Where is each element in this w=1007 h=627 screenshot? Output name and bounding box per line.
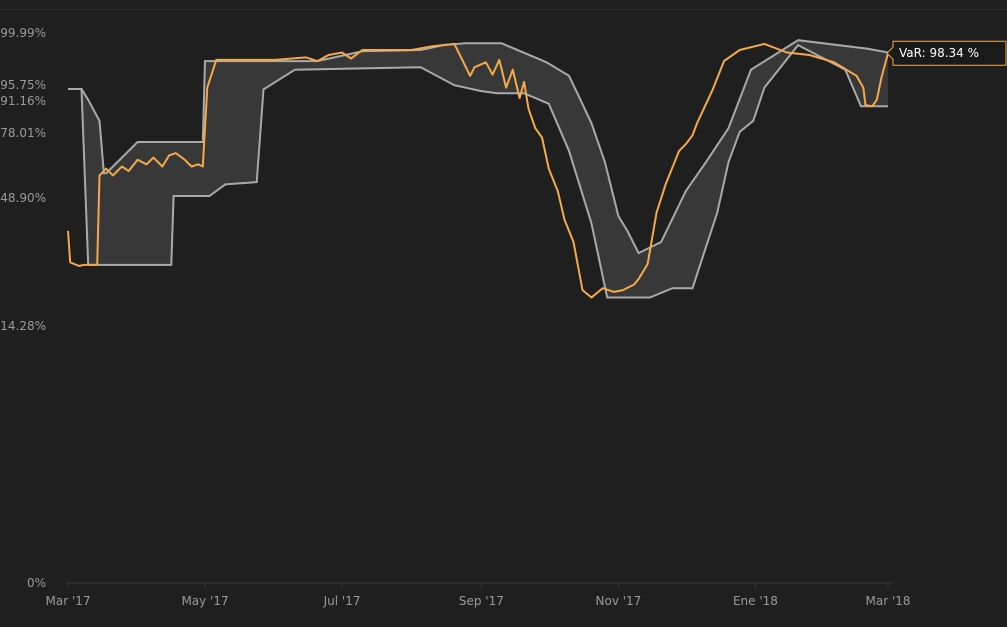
y-axis: 99.99% 95.75% 91.16% 78.01% 48.90% 14.28% 0% bbox=[0, 26, 892, 590]
top-divider bbox=[0, 9, 1007, 10]
tooltip-box bbox=[886, 40, 1007, 66]
band-upper-line bbox=[68, 39, 889, 255]
x-tick-label: Jul '17 bbox=[323, 594, 361, 608]
y-tick-label: 48.90% bbox=[0, 191, 46, 205]
y-tick-label: 95.75% bbox=[0, 78, 46, 92]
y-tick-label: 78.01% bbox=[0, 126, 46, 140]
y-tick-label: 99.99% bbox=[0, 26, 46, 40]
x-tick-label: May '17 bbox=[181, 594, 228, 608]
x-tick-label: Mar '18 bbox=[865, 594, 910, 608]
x-tick-label: Ene '18 bbox=[733, 594, 778, 608]
y-tick-label: 14.28% bbox=[0, 319, 46, 333]
tooltip-text: VaR: 98.34 % bbox=[899, 46, 979, 60]
band-layer bbox=[68, 39, 889, 299]
y-tick-label: 91.16% bbox=[0, 94, 46, 108]
tooltip: VaR: 98.34 % bbox=[886, 40, 1007, 66]
x-axis: Mar '17 May '17 Jul '17 Sep '17 Nov '17 Ene '… bbox=[45, 583, 911, 608]
band-lower-line bbox=[68, 43, 888, 299]
band-fill bbox=[68, 40, 888, 298]
x-tick-label: Sep '17 bbox=[459, 594, 504, 608]
x-tick-label: Mar '17 bbox=[45, 594, 90, 608]
series-line-var bbox=[67, 42, 889, 299]
series-layer bbox=[67, 42, 889, 299]
y-tick-label: 0% bbox=[27, 576, 46, 590]
x-tick-label: Nov '17 bbox=[596, 594, 642, 608]
